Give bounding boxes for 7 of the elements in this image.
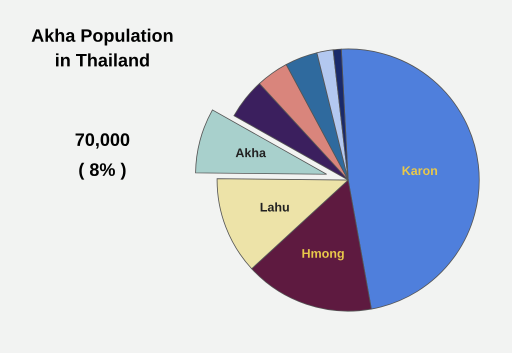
text: 70,000	[76, 133, 130, 149]
slice-label: Lahu	[260, 202, 289, 212]
slice-label: Akha	[236, 148, 266, 158]
slice-label: Karon	[402, 166, 438, 176]
text: ( 8% )	[79, 162, 126, 180]
slice-label: Hmong	[302, 249, 344, 260]
chart-title: Akha Population in Thailand	[32, 28, 173, 67]
